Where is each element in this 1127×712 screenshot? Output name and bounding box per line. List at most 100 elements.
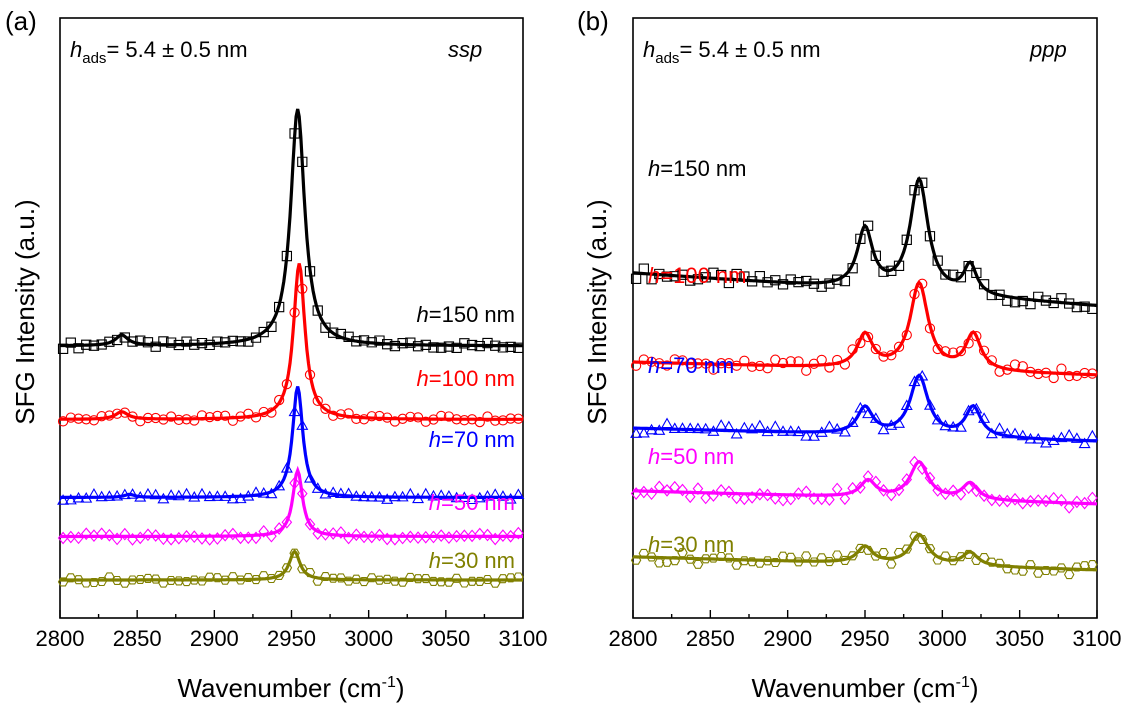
panel-b-data-point xyxy=(831,550,843,560)
panel-b-data-point xyxy=(1033,291,1044,302)
panel-b-data-point xyxy=(1032,568,1044,578)
panel-b-data-point xyxy=(940,487,951,501)
panel-b-data-point xyxy=(970,402,983,414)
panel-a-data-point xyxy=(466,339,478,351)
panel-b-hads-annotation: hads= 5.4 ± 0.5 nm xyxy=(643,37,821,67)
panel-a-data-point xyxy=(459,529,470,543)
panel-a-data-point xyxy=(165,575,177,585)
panel-b-data-point xyxy=(916,369,929,381)
panel-b-data-point xyxy=(1025,560,1036,570)
panel-a-data-point xyxy=(127,336,138,347)
panel-a-data-point xyxy=(111,334,123,346)
panel-a-data-point xyxy=(196,410,208,421)
panel-b-series-1: h=100 nm xyxy=(630,263,1098,384)
panel-a-data-point xyxy=(436,410,447,422)
panel-b-data-point xyxy=(846,416,859,427)
panel-b-data-point xyxy=(963,549,974,559)
panel-b-data-point xyxy=(1055,431,1068,443)
panel-a-series-label: h=50 nm xyxy=(429,490,515,515)
panel-b-data-point xyxy=(668,422,681,433)
panel-b-data-point xyxy=(1048,372,1059,384)
panel-a-data-point xyxy=(212,573,223,583)
panel-b-data-point xyxy=(954,421,967,432)
panel-b-data-point xyxy=(1047,434,1060,445)
panel-a-data-point xyxy=(211,490,224,501)
panel-a-data-point xyxy=(513,413,524,424)
panel-b-data-point xyxy=(692,482,704,495)
panel-a-data-point xyxy=(250,412,262,423)
panel-a-data-point xyxy=(180,487,193,499)
panel-b-data-point xyxy=(746,276,758,287)
panel-b-data-point xyxy=(801,275,812,287)
panel-a-xtick-label: 3100 xyxy=(499,626,548,651)
panel-b-data-point xyxy=(708,553,719,563)
panel-b-data-point xyxy=(947,484,959,498)
panel-b-data-point xyxy=(630,555,642,565)
panel-b-data-point xyxy=(993,422,1006,433)
panel-b-data-point xyxy=(916,534,928,545)
panel-a-data-point xyxy=(142,412,154,424)
panel-a-data-point xyxy=(412,341,424,352)
panel-a-data-point xyxy=(204,572,215,582)
panel-b-data-point xyxy=(824,278,835,289)
panel-a-data-point xyxy=(96,339,107,350)
panel-b-data-point xyxy=(646,552,657,562)
panel-b-data-point xyxy=(638,263,649,274)
panel-b-data-point xyxy=(893,260,905,271)
panel-a-data-point xyxy=(289,307,300,318)
panel-b-data-point xyxy=(948,347,959,358)
panel-b-data-point xyxy=(630,360,642,371)
panel-b-data-point xyxy=(886,559,897,569)
panel-b-data-point xyxy=(862,545,874,555)
panel-a-data-point xyxy=(257,487,270,498)
panel-b-data-point xyxy=(708,364,719,375)
panel-b-series-label: h=30 nm xyxy=(648,532,734,557)
panel-a-data-point xyxy=(296,419,309,430)
panel-b-data-point xyxy=(1032,494,1044,507)
panel-a-data-point xyxy=(389,416,401,427)
panel-a: (a) SFG Intensity (a.u.) h=150 nm h=100 n… xyxy=(5,6,547,703)
panel-b-data-point xyxy=(1016,429,1029,441)
panel-b-data-point xyxy=(816,492,828,506)
panel-a-data-point xyxy=(328,410,339,421)
panel-a-data-point xyxy=(319,487,332,499)
panel-a-data-point xyxy=(227,415,239,426)
panel-a-data-point xyxy=(165,337,177,348)
panel-b-data-point xyxy=(1025,366,1036,377)
panel-b-series-label: h=100 nm xyxy=(648,263,746,288)
panel-b-data-point xyxy=(770,557,781,568)
panel-a-data-point xyxy=(173,576,185,586)
panel-a-data-point xyxy=(388,490,401,502)
panel-b-data-point xyxy=(654,358,665,369)
panel-b-data-point xyxy=(1024,432,1037,444)
panel-a-data-point xyxy=(513,342,524,353)
panel-b-data-point xyxy=(854,401,867,413)
panel-b-data-point xyxy=(769,492,781,505)
panel-b-xtick-label: 3100 xyxy=(1073,626,1122,651)
panel-b-data-point xyxy=(692,559,704,569)
panel-b-data-point xyxy=(684,490,696,504)
panel-b-data-point xyxy=(1009,297,1021,308)
panel-b-data-point xyxy=(654,558,665,568)
panel-a-data-point xyxy=(104,528,115,542)
panel-b-data-point xyxy=(754,271,765,282)
panel-b-data-point xyxy=(722,420,735,432)
panel-a-data-point xyxy=(135,335,146,346)
panel-b-data-point xyxy=(971,484,982,498)
panel-b-data-point xyxy=(1025,494,1036,508)
panel-b-data-point xyxy=(932,343,943,355)
panel-a-data-point xyxy=(250,575,262,585)
panel-b-data-point xyxy=(731,360,742,371)
panel-b-data-point xyxy=(855,233,866,244)
panel-a-series-3: h=50 nm xyxy=(57,465,524,546)
panel-b-data-point xyxy=(978,345,990,356)
panel-b-data-point xyxy=(963,338,974,349)
panel-b-data-point xyxy=(816,553,827,563)
panel-a-data-point xyxy=(482,574,493,585)
panel-a-data-point xyxy=(57,577,69,587)
panel-b-data-point xyxy=(1079,367,1090,379)
panel-b-data-point xyxy=(901,234,912,245)
panel-b-data-point xyxy=(646,274,657,285)
panel-a-data-point xyxy=(304,568,316,578)
